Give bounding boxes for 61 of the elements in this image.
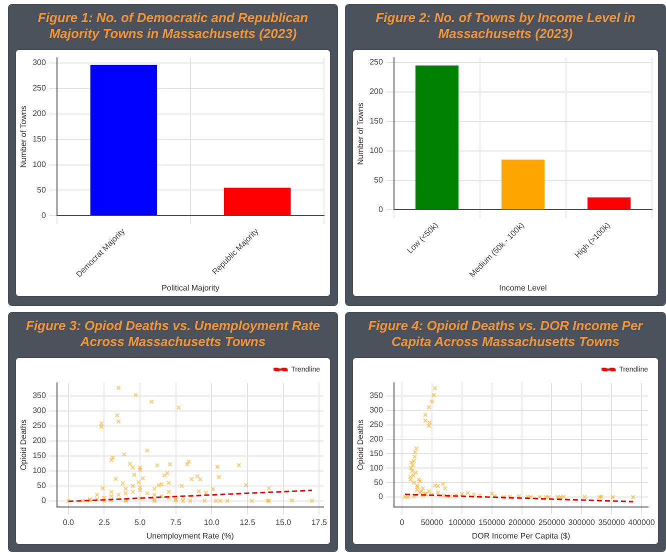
y-tick-label: 0: [41, 210, 46, 220]
bar: [587, 197, 630, 210]
x-axis-title: Political Majority: [162, 283, 220, 292]
x-tick-label: 0.0: [62, 518, 75, 527]
y-tick-label: 200: [32, 436, 46, 446]
y-tick-label: 300: [32, 58, 46, 68]
y-tick-label: 0: [378, 204, 384, 214]
y-tick-label: 250: [32, 84, 46, 93]
y-tick-label: 150: [32, 134, 46, 144]
y-tick-label: 150: [370, 116, 384, 126]
x-tick-label: 200000: [508, 518, 536, 527]
y-tick-label: 250: [370, 420, 384, 430]
x-tick-label: 10.0: [204, 518, 220, 527]
y-axis-title: Number of Towns: [356, 102, 366, 165]
y-tick-label: 250: [370, 58, 384, 67]
x-tick-label: 5.0: [134, 518, 146, 527]
x-tick-label: 0: [400, 518, 405, 527]
x-tick-label: 50000: [420, 518, 444, 527]
bar: [415, 65, 458, 210]
x-tick-label: 250000: [538, 518, 566, 527]
y-tick-label: 150: [32, 451, 46, 460]
x-tick-label: 12.5: [240, 518, 256, 527]
y-tick-label: 50: [374, 175, 384, 184]
y-tick-label: 100: [32, 160, 46, 169]
x-tick-label: 2.5: [98, 518, 110, 527]
y-tick-label: 100: [370, 146, 384, 156]
y-axis-title: Number of Towns: [19, 106, 28, 168]
y-tick-label: 200: [370, 434, 384, 444]
x-tick-label: 7.5: [170, 518, 182, 527]
y-tick-label: 100: [370, 463, 384, 472]
x-tick-label: 300000: [568, 518, 596, 527]
chart-title: Figure 1: No. of Democratic and Republican Majority Towns in Massachusetts (2023): [36, 9, 310, 43]
y-tick-label: 50: [37, 481, 46, 490]
chart-title: Figure 2: No. of Towns by Income Level in Massachusetts (2023): [374, 9, 636, 43]
y-tick-label: 250: [32, 421, 46, 430]
x-axis-title: DOR Income Per Capita ($): [472, 531, 570, 540]
chart-title: Figure 3: Opiod Deaths vs. Unemployment Rate Across Massachusetts Towns: [25, 317, 321, 351]
y-tick-label: 50: [37, 185, 46, 194]
x-axis-title: Unemployment Rate (%): [146, 531, 234, 540]
y-axis-title: Opioid Deaths: [19, 420, 28, 470]
chart-title: Figure 4: Opioid Deaths vs. DOR Income Per Capita Across Massachusetts Towns: [367, 317, 644, 351]
y-tick-label: 200: [370, 87, 384, 96]
y-tick-label: 300: [32, 406, 46, 416]
x-tick-label: 150000: [478, 518, 506, 527]
y-tick-label: 300: [370, 406, 384, 415]
x-tick-label: 100000: [448, 518, 476, 527]
y-tick-label: 0: [378, 492, 384, 502]
x-tick-label: 15.0: [276, 518, 292, 527]
y-tick-label: 100: [32, 466, 46, 476]
y-tick-label: 350: [32, 391, 46, 400]
bar: [501, 160, 544, 210]
y-tick-label: 200: [32, 109, 46, 118]
x-axis-title: Income Level: [499, 283, 547, 292]
y-axis-title: Opioid Deaths: [356, 420, 366, 470]
y-tick-label: 0: [41, 496, 46, 506]
x-tick-label: 17.5: [311, 518, 328, 527]
x-tick-label: 350000: [598, 518, 626, 527]
y-tick-label: 50: [374, 478, 384, 487]
y-tick-label: 150: [370, 448, 384, 458]
y-tick-label: 350: [370, 391, 384, 400]
x-tick-label: 400000: [628, 518, 656, 527]
